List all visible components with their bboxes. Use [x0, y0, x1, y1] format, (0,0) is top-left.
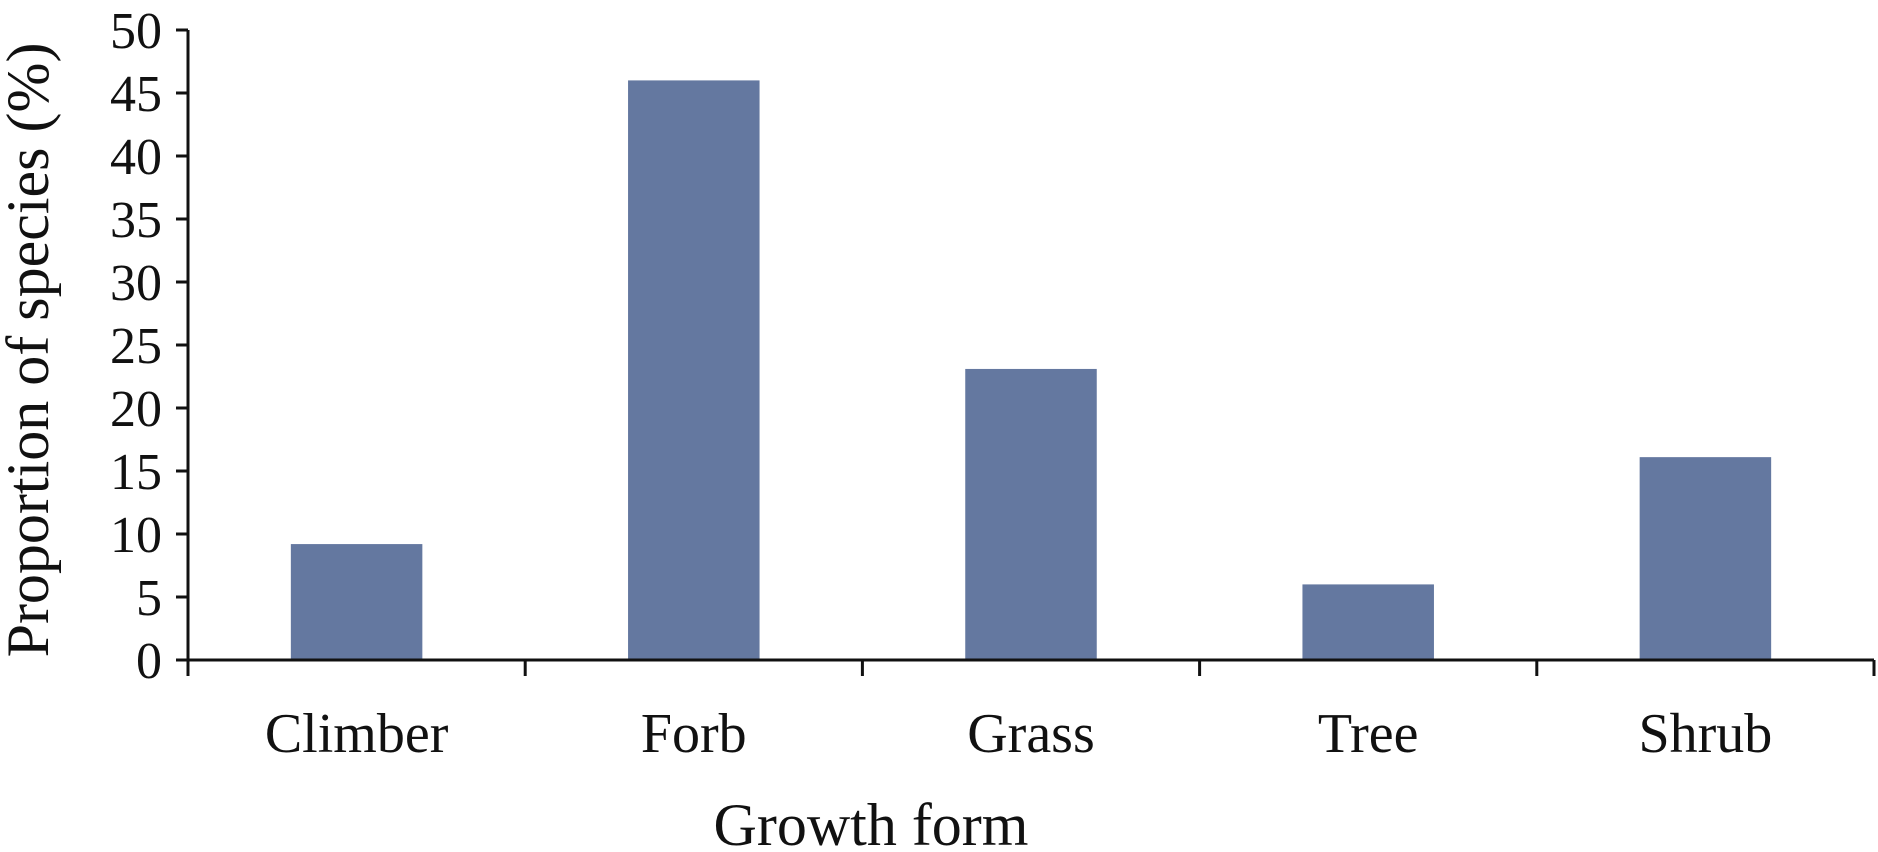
- bar-tree: [1302, 584, 1434, 660]
- y-tick-label: 50: [110, 3, 162, 60]
- y-tick-label: 45: [110, 66, 162, 123]
- bars-group: [290, 80, 1772, 660]
- bar-climber: [290, 544, 423, 660]
- bar-forb: [628, 80, 760, 660]
- y-tick-label: 30: [110, 255, 162, 312]
- y-axis: 0 5 10 15 20 25 30 35 40 45 50: [110, 3, 190, 690]
- y-tick-label: 10: [110, 507, 162, 564]
- y-tick-label: 0: [136, 633, 162, 690]
- bar-shrub: [1639, 457, 1772, 660]
- x-tick-label: Climber: [265, 703, 449, 765]
- y-tick-label: 35: [110, 192, 162, 249]
- x-tick-label: Shrub: [1639, 703, 1773, 765]
- y-tick-label: 15: [110, 444, 162, 501]
- bar-grass: [965, 368, 1097, 660]
- x-tick-label: Forb: [641, 703, 747, 765]
- y-tick-label: 40: [110, 129, 162, 186]
- x-tick-label: Grass: [967, 703, 1095, 765]
- y-axis-title: Proportion of species (%): [0, 43, 61, 658]
- x-tick-label: Tree: [1318, 703, 1419, 765]
- y-tick-label: 25: [110, 318, 162, 375]
- x-axis-title: Growth form: [714, 792, 1029, 852]
- y-tick-label: 20: [110, 381, 162, 438]
- x-axis: Climber Forb Grass Tree Shrub: [186, 658, 1876, 765]
- y-tick-label: 5: [136, 570, 162, 627]
